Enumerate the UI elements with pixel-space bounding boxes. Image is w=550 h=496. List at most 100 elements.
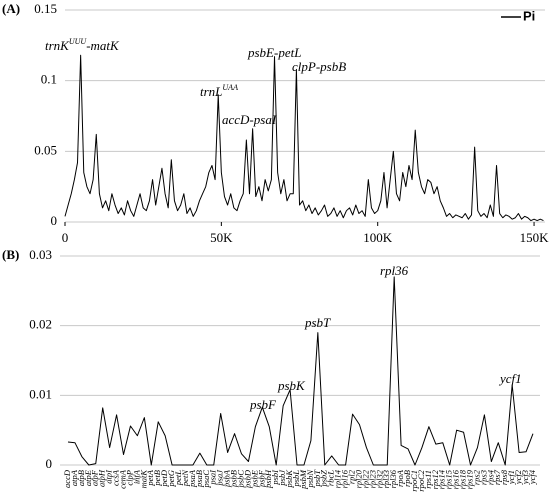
- x-tick-label: rbcL: [326, 470, 336, 486]
- annotation: trnLUAA: [200, 83, 238, 99]
- x-tick-label: 150K: [520, 230, 550, 245]
- x-tick-label: rpl23: [367, 470, 377, 488]
- x-tick-label: rpl33: [381, 470, 391, 488]
- x-tick-label: psbC: [235, 470, 245, 489]
- x-tick-label: psbN: [305, 469, 315, 489]
- x-tick-label: atpA: [69, 469, 79, 486]
- x-tick-label: psbL: [291, 470, 301, 488]
- x-tick-label: rpl32: [374, 469, 384, 488]
- x-tick-label: rpl20: [353, 469, 363, 488]
- y-tick-label: 0.15: [34, 1, 57, 16]
- data-line: [67, 276, 534, 466]
- annotation-sup: UAA: [222, 83, 238, 92]
- annotation-text: psbE-petL: [247, 45, 301, 60]
- annotation: psbT: [304, 315, 331, 330]
- x-tick-label: rpl2: [346, 469, 356, 484]
- x-tick-label: rps12: [430, 469, 440, 489]
- x-tick-label: rps16: [451, 469, 461, 489]
- x-tick-label: rpoC2: [416, 469, 426, 491]
- x-tick-label: atpE: [83, 469, 93, 486]
- x-tick-label: psbI: [270, 469, 280, 486]
- y-tick-label: 0: [46, 456, 53, 471]
- x-tick-label: ycf4: [527, 469, 537, 485]
- x-tick-label: psbZ: [319, 470, 329, 488]
- x-tick-label: rpoB: [402, 470, 412, 487]
- x-tick-label: petD: [159, 469, 169, 487]
- annotation-text: trnL: [200, 84, 222, 99]
- x-tick-label: 50K: [210, 230, 233, 245]
- x-tick-label: psbD: [242, 469, 252, 489]
- x-tick-label: ycf3: [520, 470, 530, 485]
- annotation: accD-psaI: [222, 112, 277, 127]
- x-tick-label: 100K: [363, 230, 393, 245]
- y-tick-label: 0.03: [29, 247, 52, 262]
- x-tick-label: clpP: [124, 470, 134, 486]
- annotation-text: ycf1: [498, 371, 522, 386]
- x-tick-label: rps11: [423, 470, 433, 489]
- x-tick-label: atpF: [90, 469, 100, 486]
- x-tick-label: psbF: [256, 469, 266, 488]
- x-tick-label: atpI: [104, 469, 114, 484]
- x-tick-label: petG: [166, 470, 176, 488]
- panel-label: (B): [2, 247, 19, 262]
- x-tick-label: petN: [180, 469, 190, 487]
- x-tick-label: rpl16: [340, 469, 350, 488]
- annotation: clpP-psbB: [292, 59, 346, 74]
- annotation-text: psbF: [249, 397, 277, 412]
- x-tick-label: rpl14: [333, 469, 343, 488]
- x-tick-label: psbB: [229, 470, 239, 488]
- x-tick-label: ccsA: [111, 469, 121, 486]
- legend-label: Pi: [523, 8, 535, 23]
- x-tick-label: rps18: [458, 469, 468, 489]
- x-tick-label: rps19: [464, 469, 474, 489]
- x-tick-label: cemA: [117, 469, 127, 489]
- x-tick-label: rpoA: [395, 469, 405, 487]
- x-tick-label: petL: [173, 470, 183, 486]
- y-tick-label: 0.02: [29, 317, 52, 332]
- x-tick-label: rps8: [499, 469, 509, 485]
- x-tick-label: rps15: [444, 470, 454, 489]
- x-tick-label: rps3: [478, 470, 488, 485]
- x-tick-label: psaC: [201, 470, 211, 489]
- x-tick-label: psaB: [194, 470, 204, 488]
- x-tick-label: psbH: [263, 469, 273, 489]
- y-tick-label: 0.05: [34, 142, 57, 157]
- annotation-sup: UUU: [69, 37, 88, 46]
- x-tick-label: psaI: [208, 469, 218, 486]
- x-tick-label: psaJ: [215, 469, 225, 487]
- y-tick-label: 0: [51, 213, 58, 228]
- x-tick-label: rpoC1: [409, 470, 419, 492]
- y-tick-label: 0.01: [29, 386, 52, 401]
- annotation: psbF: [249, 397, 277, 412]
- annotation: trnKUUU-matK: [45, 37, 120, 53]
- annotation: psbE-petL: [247, 45, 301, 60]
- x-tick-label: psbE: [249, 469, 259, 488]
- x-tick-label: infA: [131, 469, 141, 484]
- panel-label: (A): [2, 1, 20, 16]
- x-tick-label: rps4: [485, 469, 495, 485]
- x-tick-label: psbT: [312, 469, 322, 488]
- annotation-suffix: -matK: [86, 38, 120, 53]
- x-tick-label: rpl36: [388, 469, 398, 488]
- x-tick-label: matK: [138, 469, 148, 489]
- data-line: [64, 54, 544, 222]
- x-tick-label: petB: [152, 470, 162, 487]
- x-tick-label: psbK: [284, 469, 294, 489]
- annotation-text: trnK: [45, 38, 70, 53]
- x-tick-label: rps7: [492, 469, 502, 485]
- x-tick-label: atpB: [76, 470, 86, 486]
- x-tick-label: rpl22: [360, 469, 370, 488]
- x-tick-label: petA: [145, 469, 155, 486]
- x-tick-label: rps2: [471, 469, 481, 485]
- annotation-text: accD-psaI: [222, 112, 277, 127]
- x-tick-label: psbM: [298, 469, 308, 490]
- x-tick-label: 0: [62, 230, 69, 245]
- x-tick-label: rps14: [437, 469, 447, 489]
- annotation-text: psbT: [304, 315, 331, 330]
- x-tick-label: psaA: [187, 469, 197, 488]
- annotation-text: psbK: [277, 378, 306, 393]
- annotation: psbK: [277, 378, 306, 393]
- x-tick-label: psbJ: [277, 469, 287, 487]
- x-tick-label: ycf1: [506, 470, 516, 485]
